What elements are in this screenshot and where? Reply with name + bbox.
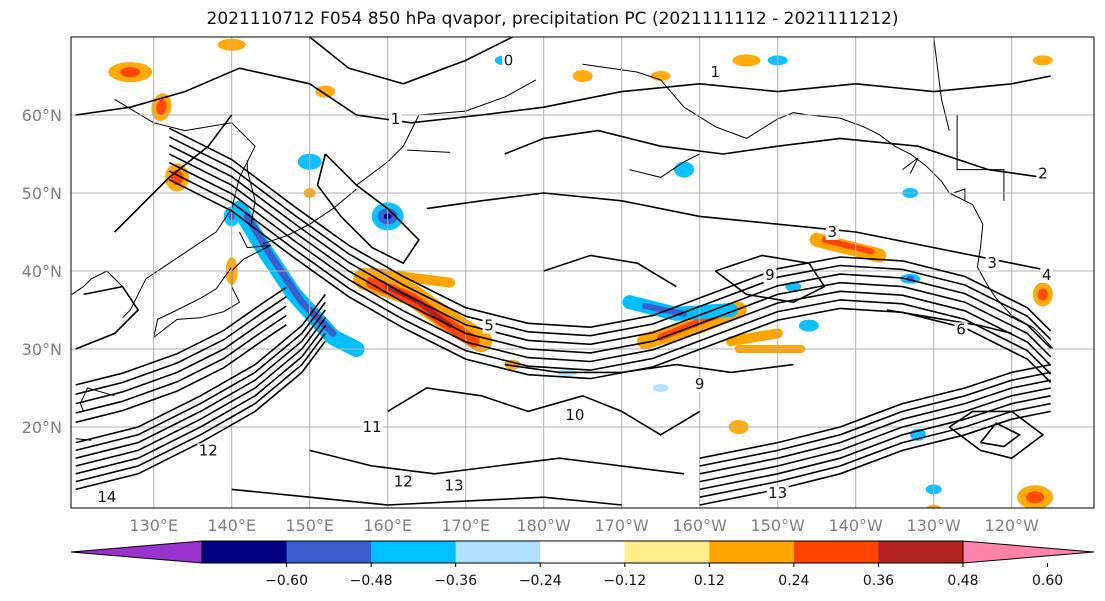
contour-label: 5 — [484, 317, 494, 335]
colorbar-segment — [540, 541, 626, 563]
contour-label-bg — [693, 377, 707, 392]
lon-tick-label: 180°W — [517, 516, 572, 535]
contour-label: 3 — [828, 223, 838, 241]
map-frame — [70, 36, 1095, 509]
colorbar-tick-label: −0.36 — [434, 573, 477, 589]
colorbar: −0.60 −0.48 −0.36 −0.24 −0.12 0.12 0.24 0.36 0.4… — [70, 540, 1095, 589]
contour-label: 14 — [97, 488, 116, 506]
lon-tick-label: 170°W — [595, 516, 650, 535]
contour-label-bg — [1036, 166, 1050, 182]
contour-label: 2 — [1038, 164, 1048, 182]
contour-label-bg — [763, 267, 777, 283]
contour-label: 3 — [987, 254, 997, 272]
contour-label: 1 — [711, 63, 721, 81]
lat-tick-label: 40°N — [22, 262, 62, 281]
lon-tick-label: 130°W — [907, 516, 962, 535]
lon-tick-label: 160°W — [673, 516, 728, 535]
contour-label-bg — [563, 408, 586, 424]
colorbar-segment — [202, 541, 288, 563]
colorbar-segment — [624, 541, 710, 563]
lat-tick-label: 50°N — [22, 184, 62, 203]
colorbar-tick-label: 0.12 — [694, 573, 725, 589]
contour-label: 1 — [391, 110, 401, 128]
contour-label-bg — [1040, 267, 1054, 283]
lat-tick-label: 30°N — [22, 340, 62, 359]
colorbar-segment — [371, 541, 457, 563]
qvapor-contours — [75, 37, 1052, 506]
contour-label: 11 — [363, 418, 382, 436]
contour-label: 0 — [504, 51, 514, 69]
map-title: 2021110712 F054 850 hPa qvapor, precipit… — [206, 9, 899, 29]
colorbar-tick-label: −0.60 — [265, 573, 308, 589]
contour-label-bg — [766, 486, 789, 502]
colorbar-segment — [878, 541, 964, 563]
contour-label: 6 — [956, 320, 966, 338]
contour-label: 13 — [444, 476, 463, 494]
lon-tick-label: 140°E — [207, 516, 256, 535]
colorbar-max-arrow — [962, 540, 1095, 564]
contour-label-bg — [361, 419, 384, 435]
gridlines — [71, 37, 1094, 508]
lon-tick-label: 120°W — [985, 516, 1040, 535]
contour-label: 9 — [765, 266, 775, 284]
latitude-ticks: 60°N 50°N 40°N 30°N 20°N — [22, 106, 62, 437]
contour-label: 12 — [199, 441, 218, 459]
colorbar-min-arrow — [70, 540, 203, 564]
contour-label-bg — [388, 111, 402, 127]
colorbar-segment — [793, 541, 879, 563]
contour-label: 13 — [768, 484, 787, 502]
contour-label-bg — [502, 53, 516, 69]
lon-tick-label: 150°W — [751, 516, 806, 535]
contour-label-bg — [482, 318, 496, 334]
colorbar-tick-label: 0.48 — [947, 573, 978, 589]
contour-label-bg — [985, 256, 999, 272]
colorbar-segment — [455, 541, 541, 563]
contour-label-bg — [442, 478, 465, 494]
colorbar-segment — [709, 541, 795, 563]
lon-tick-label: 170°E — [441, 516, 490, 535]
lat-tick-label: 20°N — [22, 418, 62, 437]
lon-tick-label: 150°E — [285, 516, 334, 535]
longitude-ticks: 130°E 140°E 150°E 160°E 170°E 180°W 170°W 160°W… — [129, 516, 1039, 535]
lon-tick-label: 140°W — [829, 516, 884, 535]
lon-tick-label: 130°E — [129, 516, 178, 535]
contour-label: 9 — [695, 375, 705, 393]
lon-tick-label: 160°E — [363, 516, 412, 535]
colorbar-tick-label: 0.60 — [1032, 573, 1063, 589]
contour-label-bg — [825, 224, 839, 240]
colorbar-tick-label: −0.48 — [350, 573, 393, 589]
lat-tick-label: 60°N — [22, 106, 62, 125]
colorbar-tick-label: 0.36 — [863, 573, 894, 589]
contour-label-bg — [708, 65, 722, 80]
colorbar-tick-label: −0.12 — [603, 573, 646, 589]
contour-label-bg — [392, 474, 415, 490]
contour-label-bg — [197, 443, 220, 459]
colorbar-tick-label: 0.24 — [778, 573, 809, 589]
contour-label-bg — [954, 322, 968, 338]
contour-label: 12 — [394, 473, 413, 491]
contour-label: 4 — [1042, 266, 1052, 284]
contour-label-bg — [95, 490, 118, 506]
colorbar-segment — [286, 541, 372, 563]
contour-label: 10 — [565, 406, 584, 424]
colorbar-tick-label: −0.24 — [519, 573, 562, 589]
